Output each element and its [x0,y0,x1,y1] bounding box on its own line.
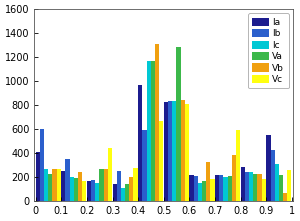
Bar [61,171,65,201]
Bar [70,177,74,201]
Bar [95,183,100,201]
Bar [52,169,57,201]
Bar [236,130,240,201]
Bar [232,155,236,201]
Bar [74,178,78,201]
Bar [206,162,210,201]
Bar [78,172,82,201]
Bar [262,179,266,201]
Bar [185,104,189,201]
Bar [48,174,52,201]
Bar [271,150,275,201]
Bar [142,130,147,201]
Bar [245,172,249,201]
Bar [194,176,198,201]
Bar [117,171,121,201]
Bar [253,174,257,201]
Bar [275,164,279,201]
Bar [129,177,134,201]
Bar [65,159,70,201]
Bar [121,188,125,201]
Bar [57,170,61,201]
Bar [181,100,185,201]
Bar [241,167,245,201]
Bar [112,184,117,201]
Bar [224,177,228,201]
Bar [108,148,112,201]
Bar [287,170,292,201]
Bar [147,61,151,201]
Bar [91,180,95,201]
Bar [87,181,91,201]
Bar [40,129,44,201]
Bar [190,175,194,201]
Legend: Ia, Ib, Ic, Va, Vb, Vc: Ia, Ib, Ic, Va, Vb, Vc [248,13,289,88]
Bar [134,168,138,201]
Bar [215,175,219,201]
Bar [249,172,253,201]
Bar [104,169,108,201]
Bar [151,61,155,201]
Bar [100,169,104,201]
Bar [155,44,159,201]
Bar [36,152,40,201]
Bar [176,47,181,201]
Bar [266,135,271,201]
Bar [198,183,202,201]
Bar [279,175,283,201]
Bar [202,181,206,201]
Bar [44,169,48,201]
Bar [159,121,163,201]
Bar [219,175,224,201]
Bar [82,181,86,201]
Bar [164,102,168,201]
Bar [138,85,142,201]
Bar [257,174,262,201]
Bar [172,101,176,201]
Bar [125,185,129,201]
Bar [228,176,232,201]
Bar [168,101,172,201]
Bar [210,179,214,201]
Bar [283,193,287,201]
